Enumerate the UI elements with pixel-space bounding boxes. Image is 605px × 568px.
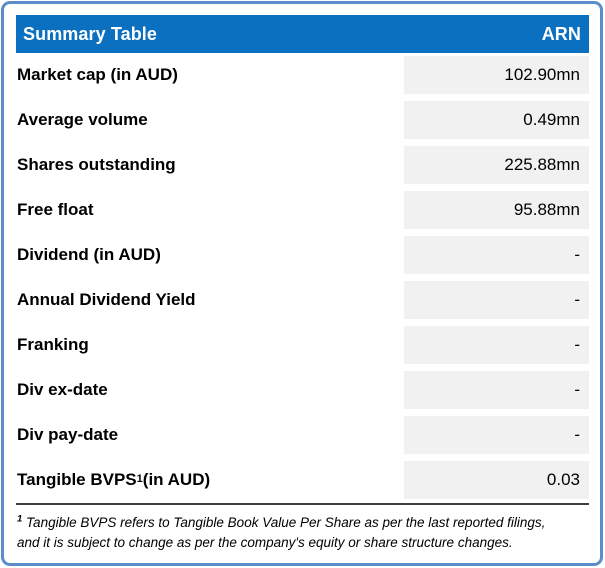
row-value: 95.88mn <box>404 191 589 229</box>
row-label: Annual Dividend Yield <box>17 290 196 309</box>
footnote-line-2: and it is subject to change as per the c… <box>17 533 589 553</box>
table-row: Free float 95.88mn <box>16 191 589 229</box>
row-label: Free float <box>17 200 94 219</box>
row-value: - <box>404 281 589 319</box>
row-label: Div ex-date <box>17 380 108 399</box>
row-value: - <box>404 416 589 454</box>
row-value: 102.90mn <box>404 56 589 94</box>
table-row: Dividend (in AUD) - <box>16 236 589 274</box>
table-row: Shares outstanding 225.88mn <box>16 146 589 184</box>
footnote: 1 Tangible BVPS refers to Tangible Book … <box>16 513 589 552</box>
footnote-text-2: and it is subject to change as per the c… <box>17 534 513 550</box>
table-content: Summary Table ARN Market cap (in AUD) 10… <box>16 15 589 552</box>
table-header: Summary Table ARN <box>16 15 589 53</box>
table-row: Tangible BVPS 1 (in AUD) 0.03 <box>16 461 589 499</box>
row-value: 0.03 <box>404 461 589 499</box>
row-label: Dividend (in AUD) <box>17 245 161 264</box>
footnote-divider <box>16 503 589 505</box>
table-rows: Market cap (in AUD) 102.90mn Average vol… <box>16 56 589 499</box>
table-row: Annual Dividend Yield - <box>16 281 589 319</box>
table-row: Div pay-date - <box>16 416 589 454</box>
footnote-marker: 1 <box>17 513 23 525</box>
row-label: Tangible BVPS 1 (in AUD) <box>17 470 211 489</box>
table-title: Summary Table <box>23 23 158 44</box>
footnote-text-1: Tangible BVPS refers to Tangible Book Va… <box>22 515 546 530</box>
row-label: Market cap (in AUD) <box>17 65 178 84</box>
row-label: Shares outstanding <box>17 155 176 174</box>
table-row: Franking - <box>16 326 589 364</box>
ticker-symbol: ARN <box>541 23 581 44</box>
row-label: Div pay-date <box>17 425 119 444</box>
table-row: Market cap (in AUD) 102.90mn <box>16 56 589 94</box>
row-label: Average volume <box>17 110 148 129</box>
table-row: Average volume 0.49mn <box>16 101 589 139</box>
row-value: - <box>404 236 589 274</box>
row-value: 0.49mn <box>404 101 589 139</box>
footnote-line-1: 1 Tangible BVPS refers to Tangible Book … <box>17 513 589 533</box>
row-value: - <box>404 326 589 364</box>
table-row: Div ex-date - <box>16 371 589 409</box>
row-value: 225.88mn <box>404 146 589 184</box>
row-label: Franking <box>17 335 89 354</box>
row-value: - <box>404 371 589 409</box>
